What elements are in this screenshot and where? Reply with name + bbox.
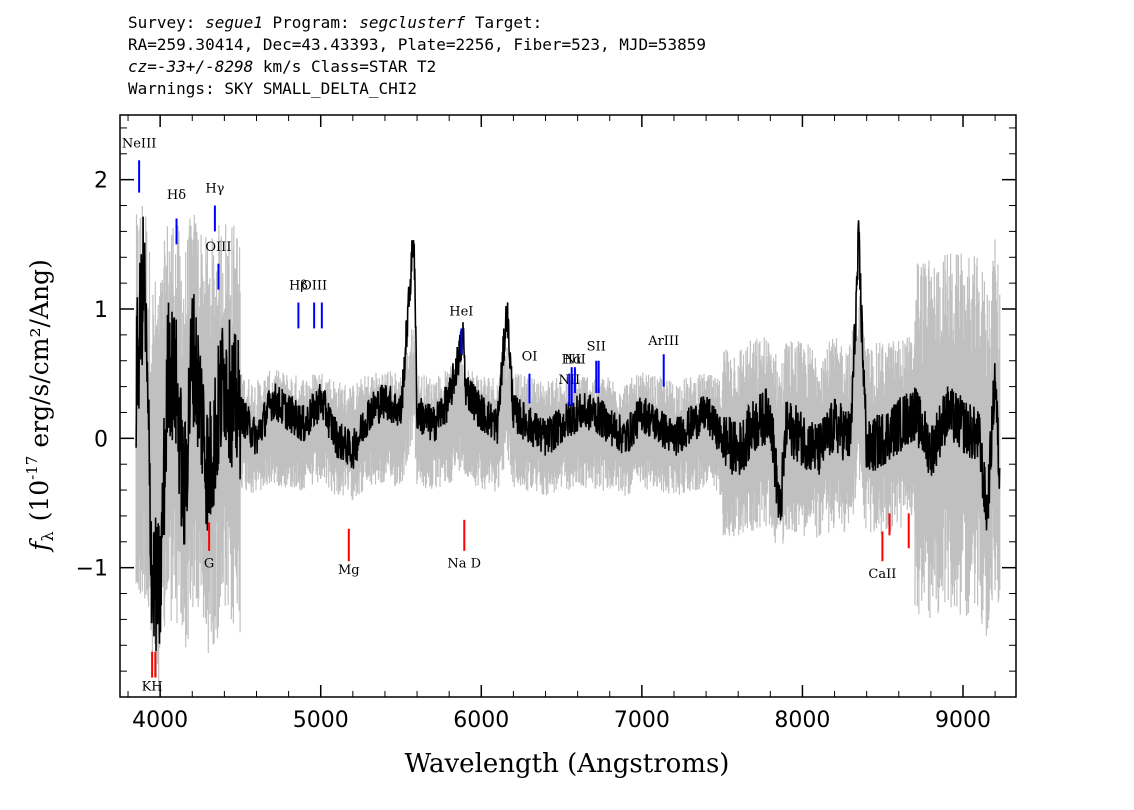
- absorption-line-label-3: Mg: [338, 563, 360, 578]
- emission-line-label-0: NeIII: [122, 136, 156, 151]
- y-axis-label-exp: -17: [23, 456, 41, 480]
- x-tick-label: 7000: [614, 708, 670, 733]
- x-tick-label: 6000: [453, 708, 509, 733]
- absorption-line-label-5: CaII: [868, 567, 896, 582]
- emission-line-label-9: NII: [558, 373, 580, 388]
- cz-units: km/s: [262, 57, 302, 76]
- x-tick-label: 5000: [293, 708, 349, 733]
- header-line-2: RA=259.30414, Dec=43.43393, Plate=2256, …: [128, 35, 706, 54]
- header-line-4: Warnings: SKY SMALL_DELTA_CHI2: [128, 79, 417, 98]
- y-axis-label-f: f: [25, 538, 54, 553]
- plot-frame: [119, 114, 1017, 698]
- class-text: Class=STAR T2: [311, 57, 437, 76]
- absorption-line-label-4: Na D: [447, 557, 481, 572]
- emission-line-label-14: ArIII: [647, 334, 679, 349]
- flux-series: [135, 216, 1001, 652]
- emission-line-label-12: SII: [587, 339, 606, 354]
- y-axis-label-units: erg/s/cm²/Ang): [25, 259, 54, 448]
- emission-line-label-8: OI: [522, 350, 538, 365]
- emission-line-label-5: OIII: [301, 279, 327, 294]
- y-axis-label-rest: (10: [25, 480, 54, 522]
- header-line-3: cz=-33+/-8298 km/s Class=STAR T2: [128, 56, 706, 78]
- program-label: Program:: [272, 13, 350, 32]
- absorption-line-label-2: G: [204, 557, 214, 572]
- program-value: segclusterf: [359, 13, 466, 32]
- y-axis-label: fλ (10-17 erg/s/cm²/Ang): [23, 259, 57, 553]
- target-label: Target:: [474, 13, 543, 32]
- emission-line-label-7: HeI: [449, 304, 473, 319]
- emission-line-label-11: NII: [564, 352, 586, 367]
- emission-line-label-3: OIII: [205, 240, 231, 255]
- emission-line-label-4: Hβ: [289, 279, 308, 294]
- spectrum-header: Survey: segue1 Program: segclusterf Targ…: [128, 12, 706, 100]
- axes: 4000 5000 6000 7000 8000 9000 −1 0 1 2: [76, 114, 1017, 733]
- flux-line: [135, 216, 1001, 652]
- emission-line-label-2: Hγ: [205, 182, 224, 197]
- y-tick-label: 0: [94, 427, 108, 452]
- y-tick-label: −1: [76, 557, 108, 582]
- survey-value: segue1: [205, 13, 263, 32]
- absorption-line-label-0: KH: [142, 680, 163, 695]
- x-tick-label: 9000: [935, 708, 991, 733]
- x-axis-label: Wavelength (Angstroms): [405, 749, 730, 779]
- cz-label: cz=: [128, 57, 157, 76]
- emission-line-label-1: Hδ: [167, 188, 186, 203]
- x-tick-label: 8000: [774, 708, 830, 733]
- x-tick-label: 4000: [132, 708, 188, 733]
- y-tick-label: 2: [94, 169, 108, 194]
- emission-line-label-10: Hα: [562, 352, 582, 367]
- cz-value: -33+/-8298: [156, 57, 254, 76]
- survey-label: Survey:: [128, 13, 196, 32]
- header-line-1: Survey: segue1 Program: segclusterf Targ…: [128, 12, 706, 34]
- y-axis-label-sub: λ: [38, 531, 57, 541]
- y-tick-label: 1: [94, 298, 108, 323]
